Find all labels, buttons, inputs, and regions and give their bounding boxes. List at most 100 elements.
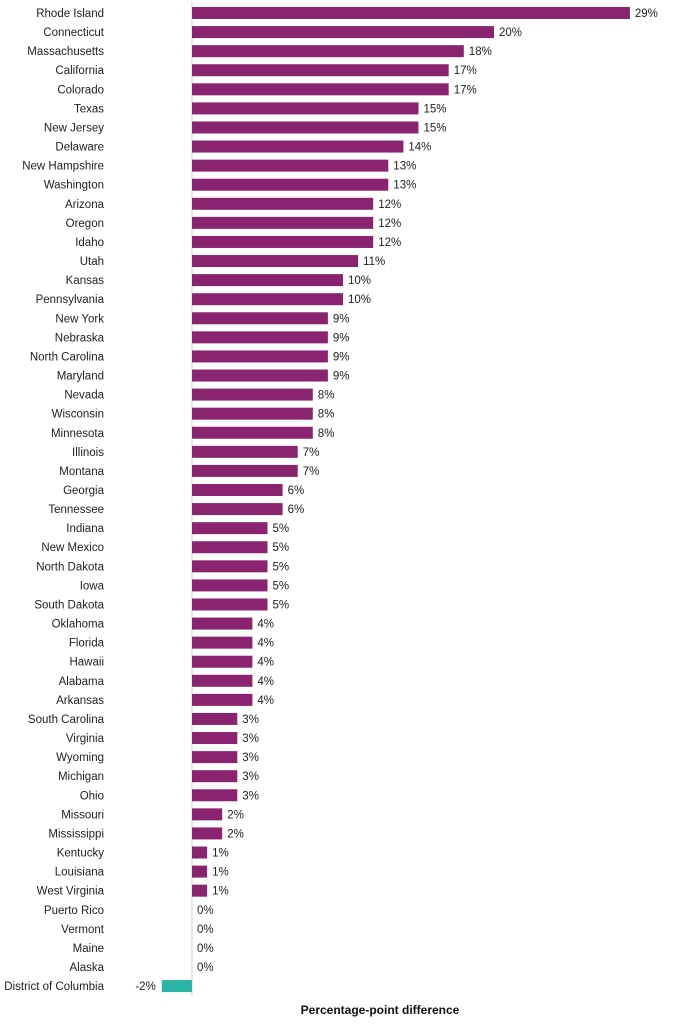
bar: [192, 312, 328, 325]
value-label: 9%: [333, 332, 350, 344]
category-label: Minnesota: [51, 428, 105, 440]
value-label: 15%: [424, 103, 447, 115]
bar: [192, 178, 389, 191]
bar: [192, 808, 223, 821]
value-label: 0%: [197, 905, 214, 917]
bar: [192, 636, 253, 649]
bar: [192, 884, 208, 897]
category-label: Missouri: [61, 809, 104, 821]
bar: [192, 655, 253, 668]
bar: [192, 331, 328, 344]
category-label: Iowa: [80, 580, 105, 592]
value-label: 9%: [333, 371, 350, 383]
category-label: Rhode Island: [36, 8, 104, 20]
category-label: Massachusetts: [27, 46, 104, 58]
value-label: 4%: [257, 676, 274, 688]
category-label: South Dakota: [34, 599, 104, 611]
category-label: Oregon: [66, 218, 104, 230]
category-label: North Dakota: [36, 561, 104, 573]
category-label: Arkansas: [56, 695, 104, 707]
value-label: 1%: [212, 848, 229, 860]
bar: [192, 598, 268, 611]
category-label: Ohio: [80, 790, 104, 802]
category-label: Vermont: [61, 924, 105, 936]
category-label: Virginia: [66, 733, 105, 745]
value-label: 0%: [197, 943, 214, 955]
category-label: Maine: [73, 943, 104, 955]
value-label: 5%: [273, 561, 290, 573]
category-label: Maryland: [57, 371, 104, 383]
category-label: California: [55, 65, 104, 77]
category-label: Hawaii: [69, 657, 104, 669]
category-label: Nevada: [64, 390, 104, 402]
value-label: 12%: [378, 199, 401, 211]
value-label: 12%: [378, 218, 401, 230]
bar: [192, 732, 238, 745]
bar: [192, 7, 630, 19]
category-label: District of Columbia: [4, 981, 104, 993]
category-label: Arizona: [65, 199, 105, 211]
value-label: 8%: [318, 428, 335, 440]
bar: [192, 255, 359, 268]
value-label: -2%: [135, 981, 155, 993]
value-label: 9%: [333, 351, 350, 363]
value-label: 6%: [288, 504, 305, 516]
category-label: Montana: [59, 466, 104, 478]
bar: [192, 140, 404, 153]
value-label: 7%: [303, 466, 320, 478]
category-label: Kansas: [66, 275, 105, 287]
value-label: 9%: [333, 313, 350, 325]
category-label: West Virginia: [37, 886, 105, 898]
category-label: Alaska: [69, 962, 104, 974]
value-label: 14%: [408, 142, 431, 154]
bar: [192, 159, 389, 172]
category-label: Louisiana: [55, 867, 105, 879]
bar: [192, 522, 268, 535]
bar: [192, 426, 313, 439]
category-label: Georgia: [63, 485, 105, 497]
bar: [192, 83, 449, 96]
bar: [192, 770, 238, 783]
category-label: Michigan: [58, 771, 104, 783]
bar: [192, 274, 343, 287]
bar: [192, 846, 208, 859]
category-label: Pennsylvania: [36, 294, 105, 306]
value-label: 17%: [454, 84, 477, 96]
bar: [192, 865, 208, 878]
bar: [192, 693, 253, 706]
category-label: Wisconsin: [52, 409, 104, 421]
bar: [192, 541, 268, 554]
bar: [192, 235, 374, 248]
value-label: 2%: [227, 809, 244, 821]
bar: [192, 579, 268, 592]
value-label: 4%: [257, 619, 274, 631]
bar: [192, 712, 238, 725]
category-label: Indiana: [66, 523, 104, 535]
bar: [192, 45, 464, 58]
bar: [192, 445, 298, 458]
category-label: Mississippi: [48, 828, 104, 840]
bar: [192, 789, 238, 802]
category-label: Alabama: [59, 676, 105, 688]
category-label: Connecticut: [43, 27, 105, 39]
bar: [192, 617, 253, 630]
value-label: 4%: [257, 657, 274, 669]
bar: [192, 64, 449, 77]
value-label: 12%: [378, 237, 401, 249]
value-label: 4%: [257, 695, 274, 707]
bar: [192, 350, 328, 363]
bar: [192, 369, 328, 382]
value-label: 0%: [197, 924, 214, 936]
bar: [192, 484, 283, 496]
category-label: Colorado: [57, 84, 104, 96]
value-label: 10%: [348, 294, 371, 306]
value-label: 6%: [288, 485, 305, 497]
value-label: 2%: [227, 828, 244, 840]
bar: [192, 674, 253, 687]
category-label: Puerto Rico: [44, 905, 104, 917]
category-label: Texas: [74, 103, 104, 115]
category-label: Nebraska: [55, 332, 105, 344]
bar: [192, 121, 419, 134]
bar: [192, 216, 374, 229]
value-label: 3%: [242, 771, 259, 783]
